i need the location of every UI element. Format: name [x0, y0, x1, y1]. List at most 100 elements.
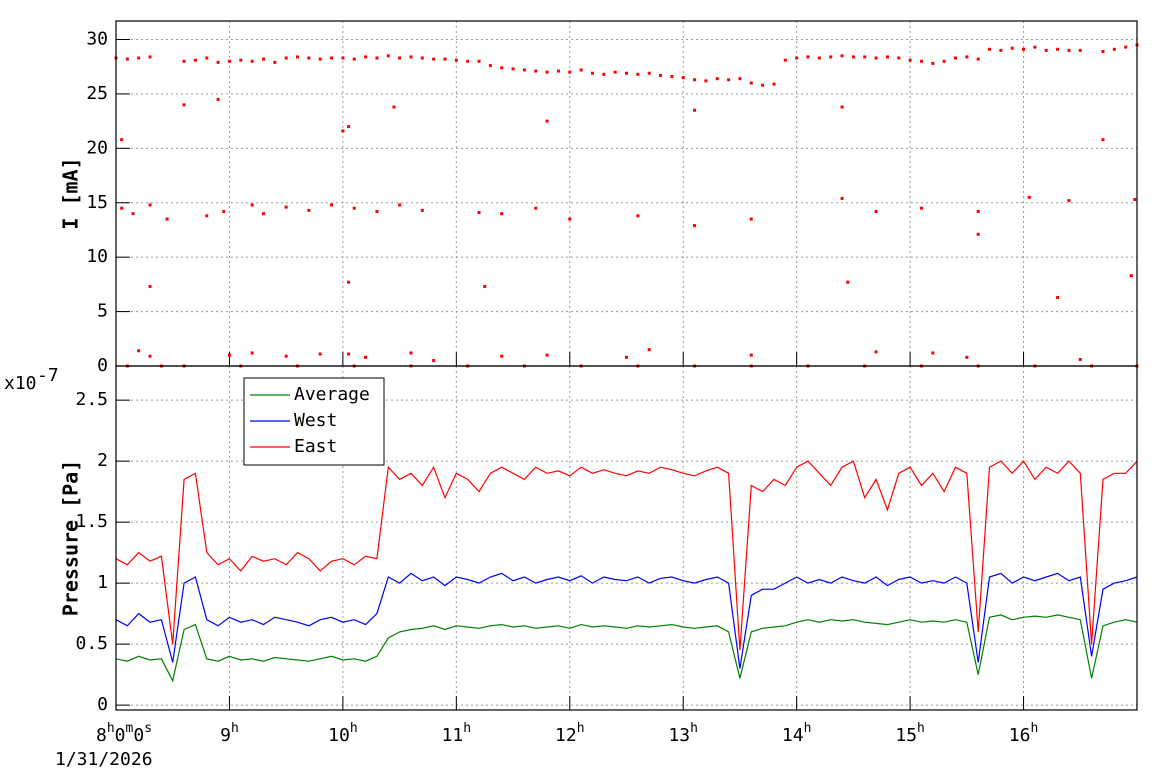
point: [165, 217, 169, 221]
y-tick-label: 15: [86, 192, 108, 213]
point: [341, 129, 345, 133]
x-tick-label: 15h: [895, 721, 925, 747]
point: [1033, 45, 1037, 49]
point: [976, 57, 980, 61]
point: [137, 56, 141, 60]
point: [647, 71, 651, 75]
legend-label: West: [294, 410, 337, 431]
point: [1101, 49, 1105, 53]
x-tick-label: 11h: [442, 721, 472, 747]
point: [851, 55, 855, 59]
point: [420, 208, 424, 212]
point: [125, 57, 129, 61]
point: [647, 348, 651, 352]
point: [885, 55, 889, 59]
point: [522, 68, 526, 72]
point: [1124, 45, 1128, 49]
point: [613, 70, 617, 74]
point: [738, 77, 742, 81]
point: [625, 71, 628, 75]
point: [1056, 47, 1060, 51]
point: [693, 108, 697, 112]
point: [364, 355, 368, 359]
x-tick-label: 8h0m0s: [96, 721, 152, 747]
point: [1022, 47, 1026, 51]
point: [432, 57, 436, 61]
point: [182, 103, 186, 107]
point: [347, 352, 351, 356]
point: [579, 68, 583, 72]
point: [817, 56, 821, 60]
point: [477, 211, 481, 215]
point: [347, 125, 351, 129]
point: [1129, 274, 1133, 278]
point: [681, 76, 685, 80]
point: [239, 58, 243, 62]
point: [715, 77, 719, 81]
point: [205, 214, 209, 218]
point: [318, 57, 322, 61]
point: [227, 353, 231, 357]
point: [375, 56, 379, 60]
point: [1010, 46, 1014, 50]
point: [659, 73, 663, 77]
point: [386, 54, 390, 58]
point: [352, 206, 356, 210]
point: [148, 55, 152, 59]
point: [704, 79, 708, 83]
point: [965, 55, 969, 59]
point: [636, 214, 640, 218]
point: [556, 69, 560, 73]
point: [999, 48, 1003, 52]
point: [284, 354, 288, 358]
point: [795, 56, 799, 60]
point: [545, 119, 549, 123]
date-label: 1/31/2026: [55, 749, 153, 770]
point: [840, 54, 844, 58]
point: [749, 217, 753, 221]
point: [749, 353, 753, 357]
point: [761, 83, 765, 87]
point: [261, 57, 265, 61]
point: [120, 206, 124, 210]
point: [250, 351, 254, 355]
point: [670, 75, 674, 79]
point: [273, 60, 277, 64]
point: [500, 354, 504, 358]
point: [500, 212, 504, 216]
point: [568, 217, 572, 221]
x-tick-label: 13h: [668, 721, 698, 747]
point: [409, 351, 413, 355]
point: [483, 285, 487, 289]
y-tick-label: 0: [97, 355, 108, 376]
point: [863, 55, 867, 59]
point: [432, 359, 436, 363]
y-tick-label: 2: [97, 450, 108, 471]
point: [1078, 357, 1082, 361]
point: [500, 66, 504, 70]
point: [931, 61, 935, 65]
point: [454, 58, 458, 62]
point: [148, 354, 152, 358]
point: [806, 55, 810, 59]
y-axis-title: Pressure [Pa]: [59, 460, 83, 617]
point: [829, 55, 833, 59]
y-axis-title: I [mA]: [59, 157, 83, 229]
point: [284, 56, 288, 60]
y-tick-label: 10: [86, 246, 108, 267]
legend-label: East: [294, 436, 337, 457]
point: [137, 349, 141, 353]
point: [783, 58, 787, 62]
point: [988, 47, 992, 51]
point: [874, 350, 878, 354]
point: [693, 78, 697, 82]
point: [477, 59, 481, 63]
x-tick-label: 9h: [220, 721, 239, 747]
point: [727, 78, 731, 82]
point: [1027, 195, 1031, 199]
point: [375, 209, 379, 213]
y-tick-label: 25: [86, 83, 108, 104]
point: [965, 355, 969, 359]
x-tick-label: 12h: [555, 721, 585, 747]
y-multiplier: x10: [4, 373, 37, 394]
